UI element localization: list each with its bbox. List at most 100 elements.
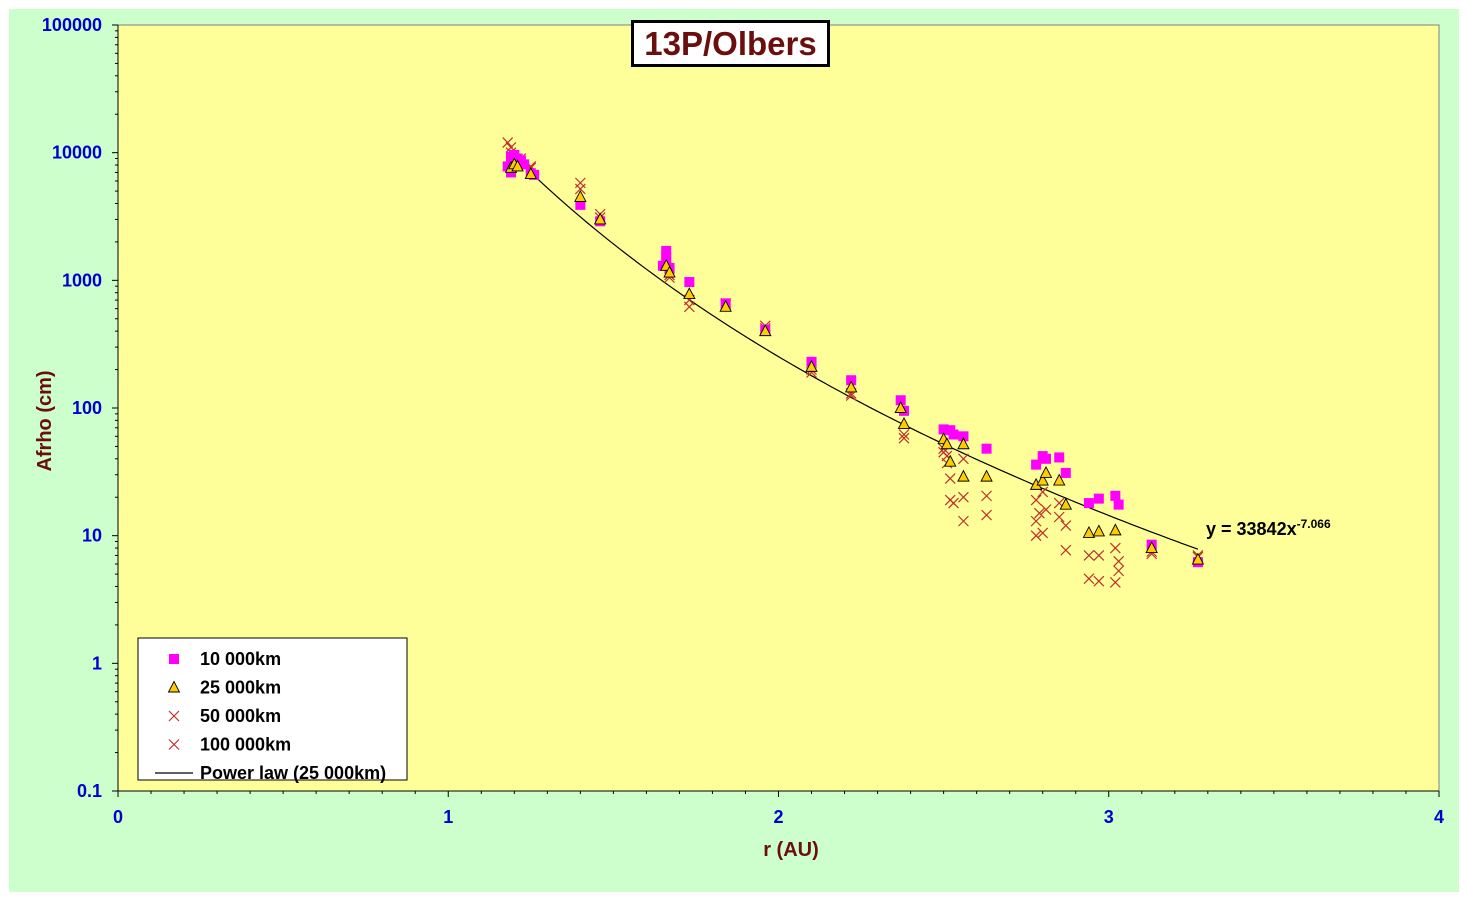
data-point-x [1083, 573, 1095, 585]
data-point-x [1030, 515, 1042, 527]
y-tick-label: 100000 [42, 15, 102, 35]
data-point-triangle [1109, 523, 1122, 536]
legend-label: 25 000km [200, 678, 281, 698]
data-point-triangle [943, 454, 957, 467]
data-point-triangle [897, 416, 911, 429]
data-point-square [661, 245, 672, 256]
data-point-square [1110, 490, 1121, 501]
legend: 10 000km 25 000km 50 000km 100 000km Power l… [137, 637, 408, 783]
chart-title-box: 13P/Olbers [631, 20, 830, 67]
x-axis-title: r (AU) [763, 839, 819, 861]
data-point-x [1113, 565, 1125, 577]
x-tick-label: 4 [1434, 807, 1444, 827]
data-point-square [684, 277, 695, 288]
data-point-square [846, 375, 857, 386]
data-point-x [1093, 550, 1105, 561]
data-point-square [981, 443, 992, 454]
data-point-triangle [574, 189, 587, 202]
data-point-x [958, 515, 969, 527]
legend-label: 100 000km [200, 735, 291, 755]
data-point-triangle [940, 437, 954, 450]
legend-marker [168, 739, 180, 750]
x-tick-label: 1 [443, 807, 453, 827]
data-point-x [1033, 507, 1045, 519]
data-point-x [1040, 504, 1052, 516]
data-point-triangle [524, 167, 538, 179]
data-point-x [1109, 542, 1121, 554]
data-point-triangle [683, 287, 696, 300]
data-point-triangle [1036, 473, 1049, 486]
legend-marker [167, 680, 181, 693]
fit-equation-base: y = 33842x [1206, 519, 1297, 539]
data-point-x [981, 490, 992, 502]
data-point-x [1060, 520, 1072, 531]
data-point-square [1060, 467, 1071, 478]
legend-label: Power law (25 000km) [200, 763, 386, 783]
data-point-x [1060, 544, 1072, 556]
data-point-square [519, 159, 530, 170]
data-point-square [1031, 459, 1042, 470]
data-point-x [981, 509, 992, 521]
legend-label: 50 000km [200, 706, 281, 726]
axes: 0.1 1 10 100 1000 10000 100000 0 1 2 3 4 [42, 15, 1444, 827]
data-point-x [1037, 527, 1049, 539]
data-point-square [1041, 453, 1052, 464]
data-point-square [938, 424, 949, 435]
y-tick-label: 0.1 [77, 781, 102, 801]
x-tick-label: 0 [113, 807, 123, 827]
x-tick-label: 2 [773, 807, 783, 827]
data-point-x [683, 301, 695, 313]
data-point-triangle [1092, 524, 1106, 537]
legend-marker [169, 654, 179, 664]
data-point-triangle [957, 469, 970, 482]
data-point-x [1053, 511, 1065, 523]
data-point-x [898, 432, 910, 444]
data-point-triangle [1059, 497, 1073, 510]
data-point-x [502, 137, 514, 148]
chart-title: 13P/Olbers [644, 24, 817, 62]
data-point-triangle [1191, 552, 1205, 565]
data-point-square [1083, 498, 1094, 509]
data-point-square [948, 429, 959, 440]
data-point-x [944, 473, 956, 485]
data-point-triangle [759, 324, 772, 337]
x-tick-label: 3 [1104, 807, 1114, 827]
fit-equation-exponent: -7.066 [1297, 517, 1331, 531]
data-point-square [575, 199, 586, 210]
data-point-square [958, 431, 969, 442]
legend-box [137, 637, 408, 781]
data-point-triangle [511, 159, 524, 172]
data-point-x [958, 491, 969, 503]
data-point-triangle [1145, 541, 1158, 553]
y-tick-label: 100 [72, 398, 102, 418]
data-point-x [898, 429, 910, 440]
legend-label: 10 000km [200, 649, 281, 669]
data-point-x [1083, 550, 1095, 561]
data-point-x [1030, 494, 1042, 506]
data-point-square [502, 161, 513, 172]
data-point-x [1093, 575, 1105, 587]
y-axis-title: Afrho (cm) [34, 370, 56, 471]
y-tick-label: 1000 [62, 270, 102, 290]
data-point-triangle [1039, 465, 1053, 478]
data-marks [502, 137, 1205, 588]
data-point-x [958, 453, 969, 465]
data-point-x [1030, 530, 1042, 542]
data-point-square [1093, 493, 1104, 504]
data-point-triangle [663, 265, 676, 278]
chart-frame: 0.1 1 10 100 1000 10000 100000 0 1 2 3 4 r (AU) Afr… [9, 9, 1459, 892]
data-point-triangle [805, 359, 818, 372]
data-point-x [1109, 577, 1121, 588]
data-point-triangle [1052, 473, 1066, 486]
data-point-triangle [957, 437, 970, 450]
fit-equation: y = 33842x-7.066 [1206, 517, 1331, 539]
y-tick-label: 10 [82, 526, 102, 546]
data-point-x [1113, 555, 1125, 567]
data-point-x [948, 497, 959, 509]
data-point-square [1113, 499, 1124, 510]
y-tick-label: 1 [92, 653, 102, 673]
data-point-triangle [980, 469, 993, 482]
data-point-square [1054, 452, 1065, 463]
data-point-triangle [1082, 525, 1096, 538]
data-point-square [895, 395, 906, 406]
